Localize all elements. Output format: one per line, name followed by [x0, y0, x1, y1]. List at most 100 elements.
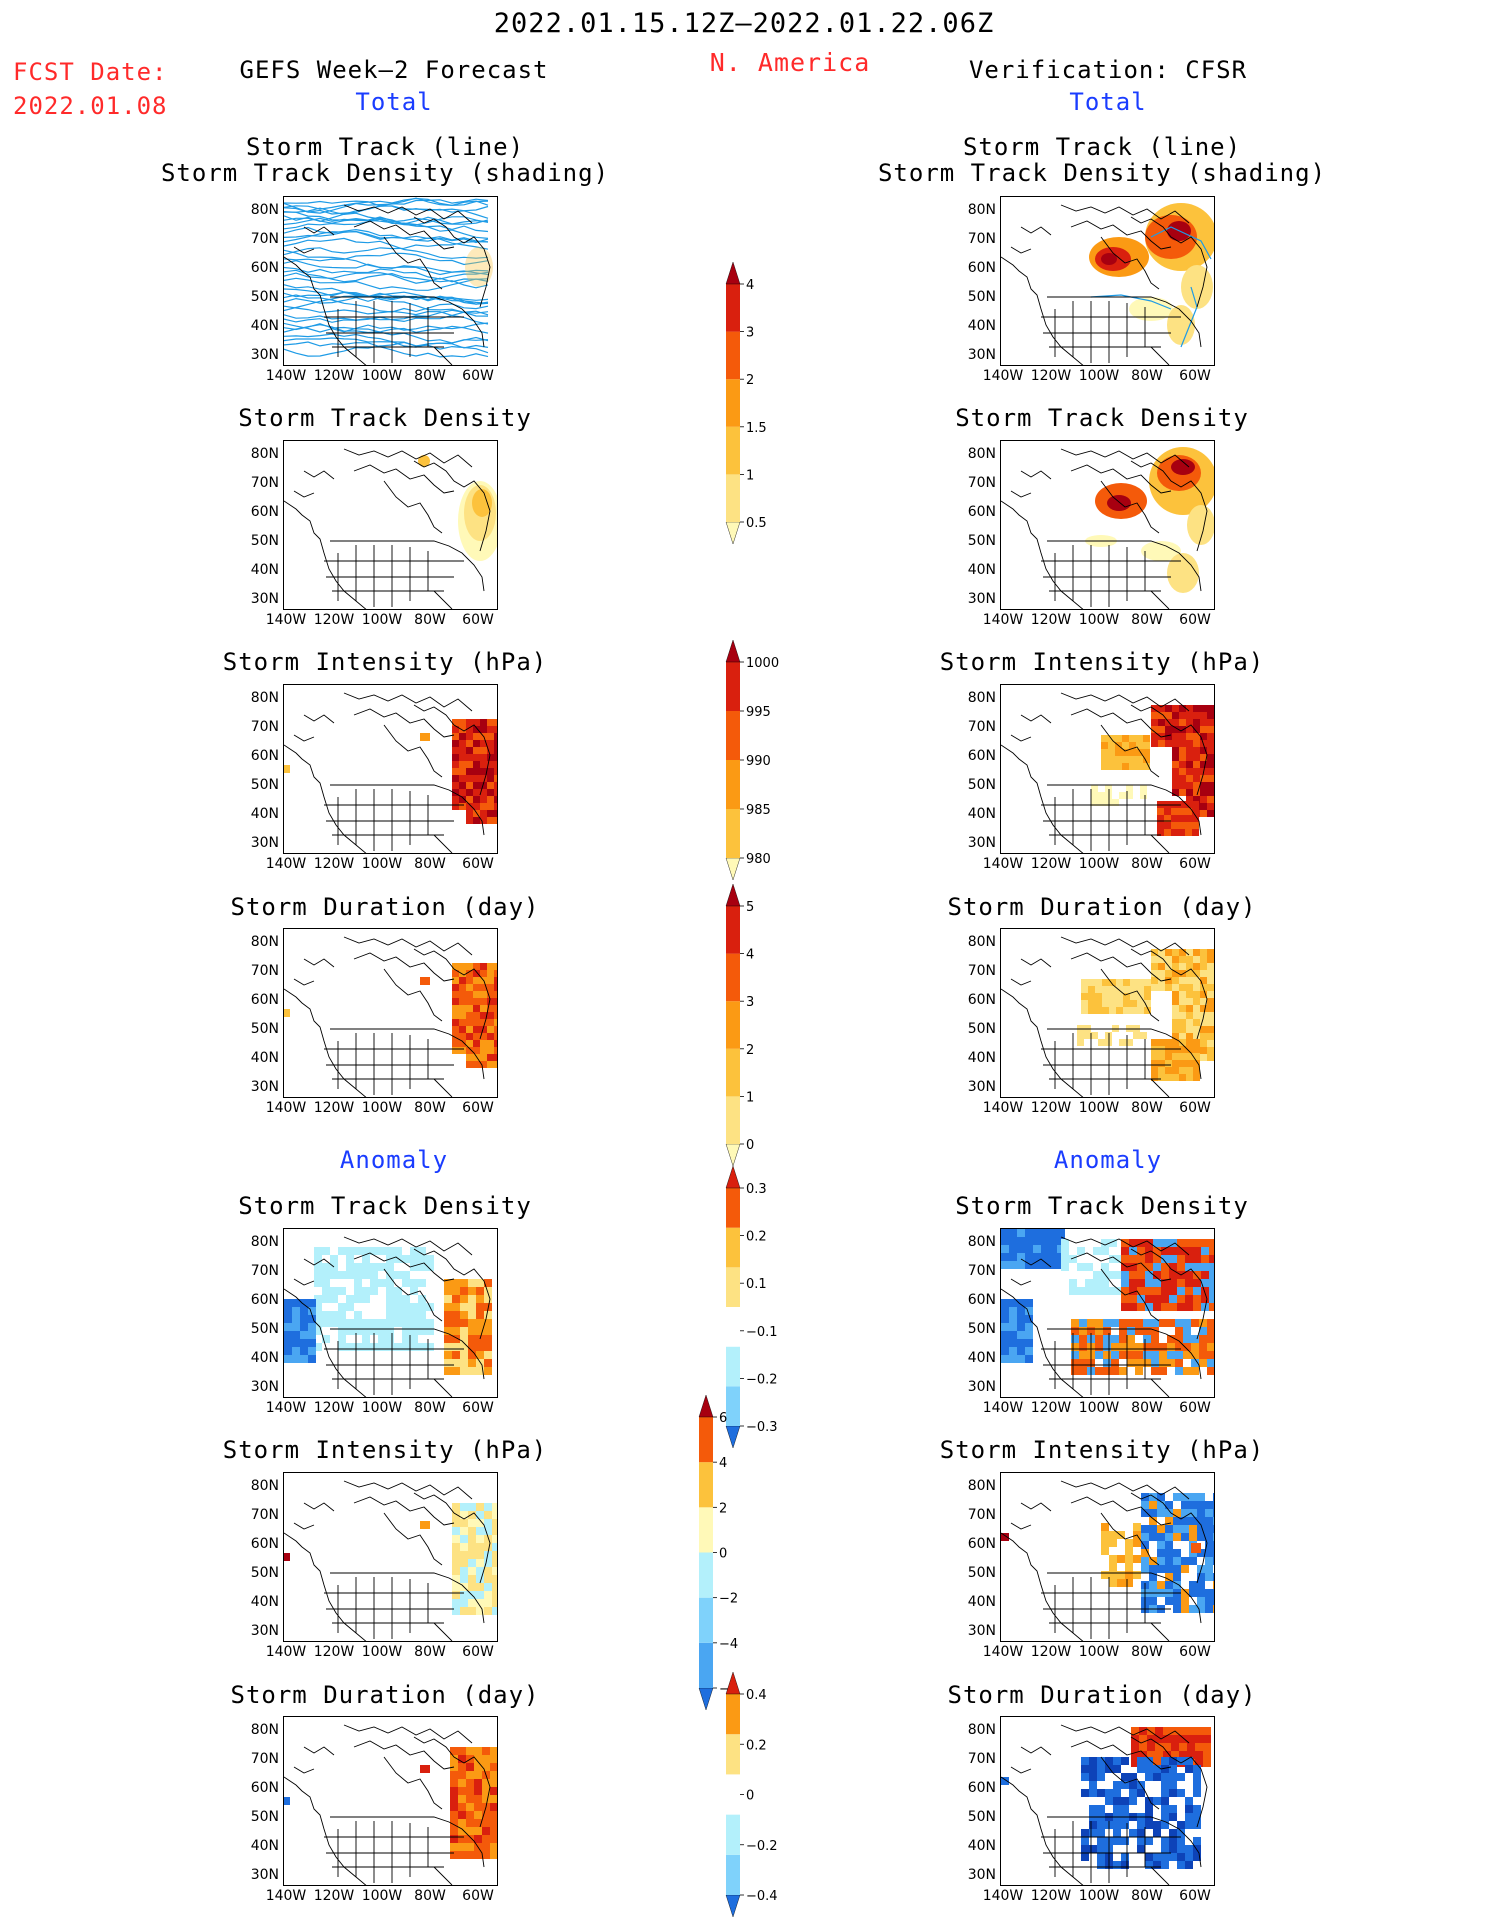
lon-tick-label: 60W [1179, 1644, 1211, 1660]
lon-tick-label: 140W [265, 1644, 307, 1660]
colorbar-density: 4 3 2 1.5 1 0.5 [725, 262, 767, 544]
left-duration-title: Storm Duration (day) [230, 893, 540, 921]
lat-tick-label: 60N [250, 504, 279, 520]
map-cfsr-duration [1000, 928, 1215, 1098]
lon-tick-label: 80W [1131, 856, 1163, 872]
colorbar-tick-label: 1.5 [746, 421, 767, 436]
lat-tick-label: 60N [967, 992, 996, 1008]
lat-tick-label: 80N [967, 690, 996, 706]
colorbar-tick-label: 0.4 [746, 1688, 767, 1703]
lon-tick-label: 80W [414, 856, 446, 872]
lon-tick-label: 100W [361, 1644, 403, 1660]
lat-tick-label: 60N [250, 992, 279, 1008]
lat-tick-label: 30N [967, 347, 996, 363]
lon-tick-label: 120W [313, 1888, 355, 1904]
lat-tick-label: 80N [250, 1722, 279, 1738]
lat-tick-label: 80N [250, 446, 279, 462]
lon-tick-label: 140W [982, 856, 1024, 872]
lat-tick-label: 40N [967, 318, 996, 334]
map-gefs-anom-density [283, 1228, 498, 1398]
lat-tick-label: 70N [250, 1751, 279, 1767]
lat-tick-label: 60N [250, 748, 279, 764]
lon-tick-label: 120W [1030, 612, 1072, 628]
lat-tick-label: 40N [250, 1838, 279, 1854]
lat-tick-label: 50N [250, 289, 279, 305]
colorbar-tick-label: 1 [746, 1090, 754, 1105]
colorbar-tick-label: −0.2 [746, 1372, 778, 1387]
colorbar-tick-label: 990 [746, 754, 771, 769]
right-total-label: Total [1069, 88, 1147, 116]
lon-tick-label: 140W [265, 368, 307, 384]
lon-tick-label: 100W [361, 1100, 403, 1116]
lon-tick-label: 100W [1078, 1400, 1120, 1416]
lat-tick-label: 40N [250, 1594, 279, 1610]
lat-tick-label: 70N [250, 719, 279, 735]
left-anom-density-title: Storm Track Density [238, 1192, 532, 1220]
lon-tick-label: 140W [982, 1644, 1024, 1660]
lat-tick-label: 30N [967, 1079, 996, 1095]
lon-tick-label: 60W [1179, 856, 1211, 872]
lat-tick-label: 70N [967, 475, 996, 491]
map-canvas [1001, 936, 1214, 1097]
colorbar-tick-label: 1 [746, 468, 754, 483]
lat-tick-label: 70N [967, 719, 996, 735]
lat-tick-label: 30N [250, 1867, 279, 1883]
lon-tick-label: 80W [1131, 1100, 1163, 1116]
map-cfsr-anom-duration [1000, 1716, 1215, 1886]
lat-tick-label: 50N [250, 777, 279, 793]
lat-tick-label: 30N [250, 1079, 279, 1095]
colorbar-tick-label: 0 [746, 1138, 754, 1153]
lat-tick-label: 50N [967, 1565, 996, 1581]
lat-tick-label: 80N [250, 202, 279, 218]
lon-tick-label: 60W [1179, 1100, 1211, 1116]
lat-tick-label: 80N [967, 446, 996, 462]
map-canvas [284, 936, 497, 1097]
period-title: 2022.01.15.12Z—2022.01.22.06Z [493, 8, 995, 39]
right-track-shading-title: Storm Track Density (shading) [877, 159, 1327, 187]
lat-tick-label: 40N [250, 1350, 279, 1366]
map-cfsr-track-density [1000, 196, 1215, 366]
lon-tick-label: 80W [414, 1644, 446, 1660]
lat-tick-label: 50N [967, 1021, 996, 1037]
lat-tick-label: 50N [250, 533, 279, 549]
map-cfsr-intensity [1000, 684, 1215, 854]
lat-tick-label: 30N [250, 835, 279, 851]
lat-tick-label: 50N [967, 289, 996, 305]
lat-tick-label: 70N [250, 231, 279, 247]
lon-tick-label: 120W [1030, 368, 1072, 384]
lon-tick-label: 120W [1030, 1100, 1072, 1116]
lon-tick-label: 120W [313, 368, 355, 384]
lon-tick-label: 140W [265, 1400, 307, 1416]
lat-tick-label: 60N [250, 1780, 279, 1796]
lon-tick-label: 140W [982, 1400, 1024, 1416]
lon-tick-label: 140W [982, 1888, 1024, 1904]
lon-tick-label: 80W [1131, 368, 1163, 384]
lon-tick-label: 140W [265, 856, 307, 872]
colorbar-tick-label: 980 [746, 852, 771, 867]
lon-tick-label: 140W [265, 1100, 307, 1116]
left-column-title: GEFS Week—2 Forecast [239, 56, 549, 84]
lat-tick-label: 50N [250, 1321, 279, 1337]
lon-tick-label: 80W [414, 1400, 446, 1416]
map-canvas [284, 1236, 492, 1397]
colorbar-tick-label: −4 [719, 1637, 738, 1652]
lon-tick-label: 80W [414, 612, 446, 628]
lat-tick-label: 80N [967, 1722, 996, 1738]
lat-tick-label: 40N [967, 1838, 996, 1854]
lat-tick-label: 60N [967, 1780, 996, 1796]
map-canvas [284, 197, 493, 365]
map-cfsr-anom-density [1000, 1228, 1215, 1398]
map-gefs-track-density [283, 196, 498, 366]
lat-tick-label: 60N [967, 1292, 996, 1308]
lat-tick-label: 50N [967, 533, 996, 549]
right-anom-intensity-title: Storm Intensity (hPa) [939, 1436, 1265, 1464]
map-cfsr-density [1000, 440, 1215, 610]
map-gefs-anom-duration [283, 1716, 498, 1886]
lat-tick-label: 40N [967, 806, 996, 822]
colorbar-tick-label: −0.2 [746, 1839, 778, 1854]
lon-tick-label: 120W [313, 1100, 355, 1116]
lon-tick-label: 80W [414, 1100, 446, 1116]
lon-tick-label: 60W [462, 856, 494, 872]
lat-tick-label: 80N [967, 202, 996, 218]
lon-tick-label: 80W [1131, 612, 1163, 628]
